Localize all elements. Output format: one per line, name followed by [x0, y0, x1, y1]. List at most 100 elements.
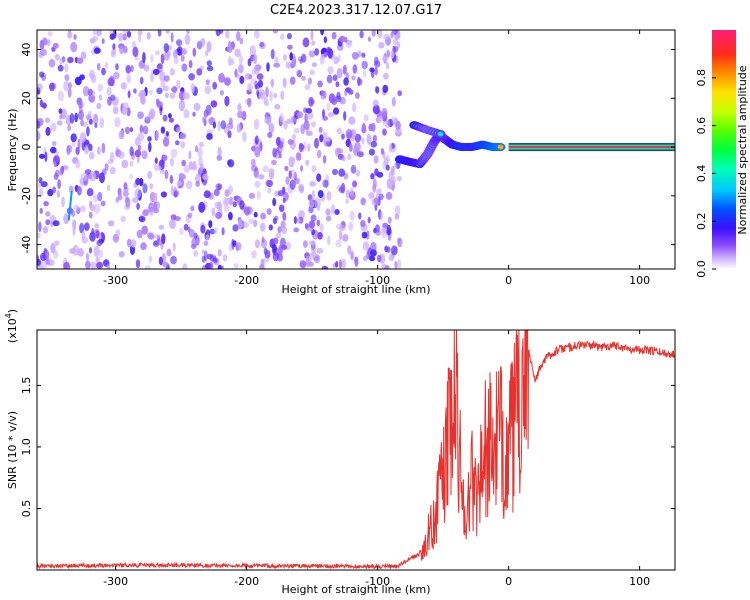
noise-blob [138, 216, 146, 223]
noise-blob [236, 31, 241, 42]
noise-blob [47, 188, 54, 197]
noise-blob [361, 137, 365, 145]
noise-blob [397, 237, 403, 248]
noise-blob [179, 227, 184, 236]
noise-blob [74, 112, 78, 123]
noise-blob [381, 227, 387, 234]
noise-blob [75, 146, 80, 155]
noise-blob [254, 239, 260, 249]
noise-blob [67, 31, 73, 39]
noise-blob [85, 114, 92, 120]
noise-blob [52, 140, 57, 146]
noise-blob [247, 97, 252, 108]
noise-blob [188, 59, 193, 69]
noise-blob [358, 212, 362, 220]
noise-blob [341, 155, 346, 162]
noise-blob [93, 228, 100, 238]
noise-blob [148, 255, 153, 263]
noise-blob [348, 116, 356, 125]
noise-blob [386, 178, 393, 190]
noise-blob [203, 190, 211, 199]
noise-blob [135, 178, 141, 186]
noise-blob [373, 155, 379, 164]
noise-blob [394, 213, 400, 220]
noise-blob [386, 224, 392, 236]
noise-blob [228, 243, 233, 252]
noise-blob [48, 259, 55, 266]
noise-blob [125, 65, 132, 74]
noise-blob [69, 113, 75, 124]
noise-blob [274, 56, 279, 64]
noise-blob [287, 44, 293, 50]
noise-blob [50, 243, 56, 254]
top-x-tick-label: -100 [365, 274, 390, 287]
noise-blob [64, 74, 70, 81]
noise-blob [363, 114, 369, 122]
noise-blob [237, 218, 243, 230]
noise-blob [376, 188, 382, 196]
noise-blob [164, 169, 169, 180]
noise-blob [356, 151, 364, 158]
noise-blob [262, 165, 269, 173]
noise-blob [145, 115, 152, 122]
noise-blob [260, 212, 266, 220]
noise-blob [286, 118, 292, 125]
noise-blob [122, 33, 127, 41]
noise-blob [272, 30, 278, 34]
noise-blob [383, 72, 389, 80]
noise-blob [206, 253, 214, 260]
noise-blob [251, 158, 256, 168]
noise-blob [70, 41, 78, 53]
noise-blob [162, 85, 169, 92]
noise-blob [319, 134, 324, 143]
noise-blob [93, 113, 99, 124]
noise-blob [37, 232, 41, 239]
noise-blob [61, 196, 65, 208]
noise-blob [166, 248, 172, 257]
noise-blob [88, 173, 92, 180]
noise-blob [63, 261, 70, 269]
noise-blob [299, 260, 307, 268]
noise-blob [248, 192, 256, 199]
noise-blob [92, 194, 99, 203]
noise-blob [123, 45, 128, 54]
noise-blob [345, 87, 350, 93]
noise-blob [109, 166, 116, 175]
noise-blob [217, 146, 222, 157]
noise-blob [179, 132, 186, 139]
noise-blob [198, 156, 203, 167]
noise-blob [137, 111, 145, 119]
noise-blob [72, 219, 77, 231]
noise-blob [374, 60, 381, 68]
noise-blob [347, 153, 352, 161]
noise-blob [254, 135, 259, 145]
noise-blob [322, 109, 325, 118]
noise-blob [129, 160, 134, 167]
noise-blob [139, 89, 146, 99]
noise-blob [326, 102, 331, 112]
noise-blob [47, 31, 53, 37]
noise-blob [256, 73, 264, 80]
noise-blob [79, 74, 85, 81]
noise-blob [148, 141, 152, 153]
noise-blob [186, 30, 190, 35]
noise-blob [261, 236, 265, 243]
noise-blob [237, 103, 242, 112]
colorbar-tick-label: 0.8 [695, 69, 708, 87]
noise-blob [120, 215, 126, 223]
noise-blob [342, 234, 349, 242]
top-x-tick-label: -200 [234, 274, 259, 287]
noise-blob [195, 173, 201, 184]
noise-blob [63, 213, 70, 225]
noise-blob [39, 39, 45, 50]
noise-blob [354, 133, 362, 143]
noise-blob [163, 43, 169, 53]
noise-blob [96, 62, 101, 71]
noise-blob [130, 64, 134, 73]
noise-blob [52, 220, 60, 227]
noise-blob [126, 74, 131, 84]
noise-blob [37, 83, 43, 91]
noise-blob [155, 130, 160, 141]
noise-blob [121, 159, 129, 169]
noise-blob [373, 197, 379, 204]
